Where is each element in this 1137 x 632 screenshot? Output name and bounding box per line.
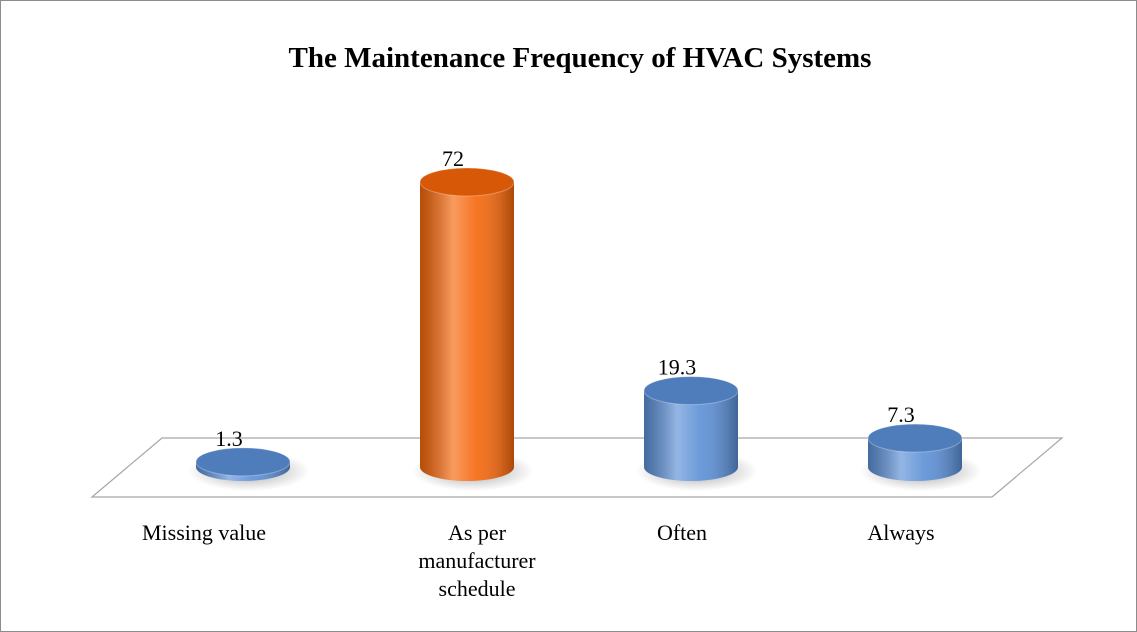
value-label: 19.3 xyxy=(658,355,697,380)
bar-shine xyxy=(644,390,738,481)
x-tick-label: Always xyxy=(867,520,935,545)
bar-shine xyxy=(420,182,514,481)
bar-top xyxy=(644,376,738,405)
value-label: 1.3 xyxy=(215,426,243,451)
x-tick-label: Missing value xyxy=(141,520,267,545)
bar-top-shade xyxy=(195,447,291,477)
bar-top xyxy=(868,424,962,453)
bar-top-shade xyxy=(867,423,963,453)
bar-top xyxy=(196,447,290,476)
bar-top xyxy=(420,168,514,196)
bar-top-shade xyxy=(643,376,739,406)
value-label: 72 xyxy=(442,146,464,171)
x-tick-label: Often xyxy=(656,520,708,545)
bar-top-shade xyxy=(419,167,515,197)
x-tick-label: As per manufacturer schedule xyxy=(418,520,536,601)
floor xyxy=(90,437,1064,498)
value-label: 7.3 xyxy=(887,402,915,427)
chart-title: The Maintenance Frequency of HVAC System… xyxy=(289,42,872,74)
